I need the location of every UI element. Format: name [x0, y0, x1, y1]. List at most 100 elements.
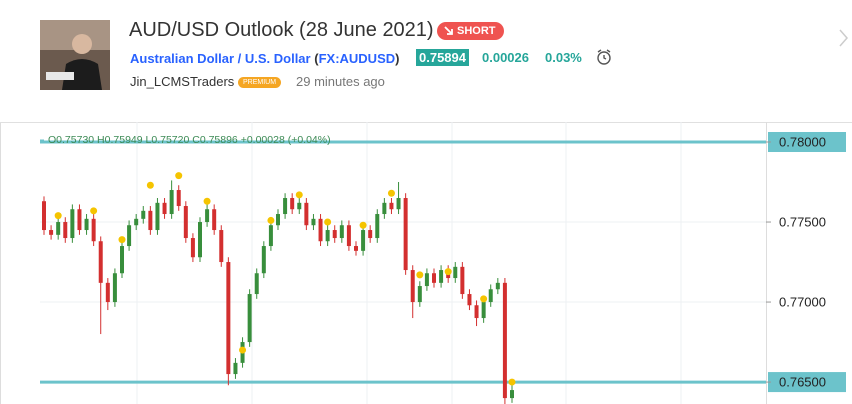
- candle-body: [127, 225, 132, 247]
- candle-body: [361, 230, 366, 251]
- marker: [54, 212, 62, 220]
- marker: [118, 236, 126, 244]
- candle-body: [254, 273, 259, 295]
- marker: [175, 172, 183, 180]
- candle-body: [439, 270, 444, 283]
- marker: [480, 295, 488, 303]
- y-tick-label: 0.76500: [779, 375, 826, 390]
- candle-body: [368, 230, 373, 239]
- legend-low: L0.75720: [146, 134, 190, 146]
- price: 0.75894: [416, 49, 469, 66]
- candle-body: [346, 225, 351, 247]
- author[interactable]: Jin_LCMSTraders: [130, 74, 235, 89]
- candle-body: [98, 241, 103, 283]
- candle-body: [318, 218, 323, 242]
- candle-body: [219, 230, 224, 263]
- legend-open: O0.75730: [48, 134, 94, 146]
- candle-body: [495, 282, 500, 290]
- candle-body: [134, 218, 139, 226]
- candle-body: [141, 210, 146, 219]
- premium-badge: PREMIUM: [238, 77, 282, 88]
- candle-body: [233, 362, 238, 375]
- candle-body: [389, 202, 394, 210]
- candle-body: [417, 286, 422, 303]
- candle-body: [176, 190, 181, 207]
- candle-body: [382, 202, 387, 215]
- idea-title: AUD/USD Outlook (28 June 2021): [129, 19, 434, 41]
- candle-body: [183, 206, 188, 239]
- candle-body: [70, 209, 75, 239]
- marker: [146, 181, 154, 189]
- avatar[interactable]: [40, 20, 110, 90]
- candle-body: [339, 225, 344, 239]
- y-tick-label: 0.78000: [779, 134, 826, 149]
- candle-body: [396, 198, 401, 210]
- marker: [387, 189, 395, 197]
- candle-body: [268, 225, 273, 247]
- candle-body: [290, 198, 295, 210]
- candle-body: [375, 214, 380, 239]
- y-tick-label: 0.77000: [779, 294, 826, 309]
- candle-body: [84, 218, 89, 231]
- legend-close: C0.75896: [192, 134, 238, 146]
- candle-body: [488, 289, 493, 303]
- marker: [444, 268, 452, 276]
- candle-body: [332, 230, 337, 239]
- candle-body: [460, 266, 465, 295]
- marker: [416, 271, 424, 279]
- time: 29 minutes ago: [296, 74, 385, 89]
- short-badge: SHORT: [437, 22, 504, 40]
- candle-body: [424, 273, 429, 287]
- marker: [359, 221, 367, 229]
- candle-body: [49, 230, 54, 235]
- candle-body: [148, 210, 153, 231]
- marker: [239, 346, 247, 354]
- candle-body: [502, 282, 507, 399]
- price-label-box: [768, 132, 846, 153]
- price-label-box: [768, 372, 846, 393]
- candle-body: [105, 282, 110, 303]
- candle-body: [261, 246, 266, 274]
- candle-body: [304, 202, 309, 226]
- time-grid: [136, 122, 682, 404]
- candle-body: [205, 209, 210, 223]
- candle-body: [77, 209, 82, 231]
- candle-body: [212, 209, 217, 231]
- candle-body: [453, 266, 458, 279]
- symbol-name[interactable]: Australian Dollar / U.S. Dollar: [130, 51, 311, 66]
- next-chevron[interactable]: [838, 28, 850, 48]
- marker: [508, 378, 516, 386]
- candle-body: [169, 190, 174, 215]
- candle-body: [226, 262, 231, 375]
- candle-body: [481, 302, 486, 319]
- candle-body: [42, 201, 46, 231]
- candle-body: [311, 218, 316, 226]
- change-pct: 0.03%: [545, 50, 582, 65]
- candle-body: [432, 273, 436, 283]
- candle-body: [467, 294, 472, 306]
- candle-body: [198, 222, 202, 258]
- candle-body: [120, 246, 124, 274]
- candle-body: [297, 202, 302, 210]
- marker: [295, 191, 303, 199]
- symbol-line[interactable]: Australian Dollar / U.S. Dollar (FX:AUDU…: [130, 51, 400, 66]
- candle-body: [56, 222, 61, 235]
- candle-body: [190, 238, 195, 258]
- candle-body: [155, 202, 160, 231]
- candle-body: [403, 198, 408, 271]
- candle-body: [63, 222, 68, 239]
- candle-body: [162, 202, 167, 215]
- candle-body: [354, 246, 358, 251]
- marker: [90, 207, 98, 215]
- candle-body: [283, 198, 288, 215]
- marker: [267, 216, 275, 224]
- candle-body: [247, 294, 252, 343]
- candle-body: [276, 214, 280, 226]
- alarm-icon[interactable]: [596, 48, 614, 66]
- candle-body: [91, 218, 96, 242]
- ohlc-legend: O0.75730 H0.75949 L0.75720 C0.75896 +0.0…: [48, 134, 331, 146]
- symbol-code[interactable]: FX:AUDUSD: [318, 51, 396, 66]
- candle-body: [325, 230, 330, 242]
